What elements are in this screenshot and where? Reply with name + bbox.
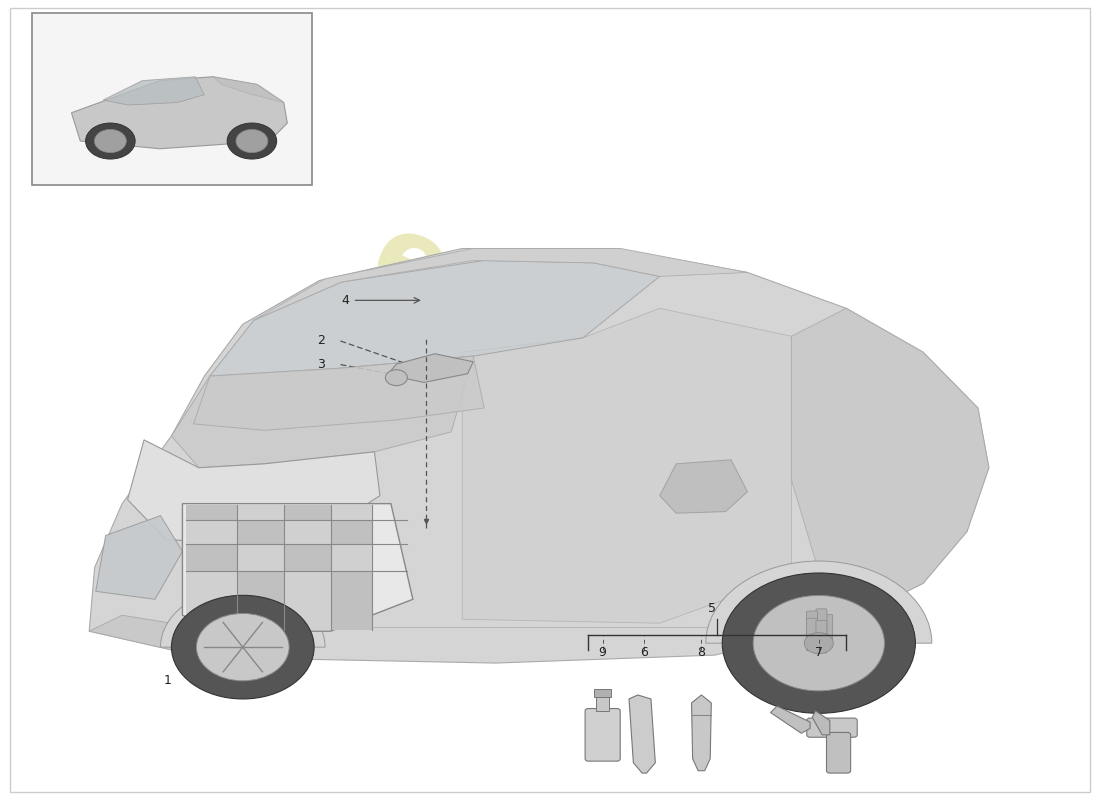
PathPatch shape (194, 356, 484, 430)
Circle shape (236, 130, 267, 153)
PathPatch shape (210, 261, 660, 378)
PathPatch shape (103, 77, 205, 105)
Text: 1: 1 (164, 674, 172, 687)
PathPatch shape (172, 356, 473, 468)
PathPatch shape (72, 77, 287, 149)
FancyBboxPatch shape (826, 733, 850, 773)
PathPatch shape (791, 308, 989, 627)
Bar (331, 571, 372, 630)
FancyBboxPatch shape (816, 609, 827, 642)
Text: 3: 3 (317, 358, 326, 370)
Bar (32, 14, 312, 185)
Bar (331, 543, 372, 571)
Circle shape (227, 123, 277, 159)
Bar (238, 543, 285, 571)
Text: 8: 8 (697, 646, 705, 658)
Bar (238, 519, 285, 543)
PathPatch shape (387, 354, 473, 382)
Bar (285, 543, 331, 571)
Circle shape (754, 595, 884, 691)
FancyBboxPatch shape (806, 611, 817, 643)
Circle shape (172, 595, 315, 699)
Text: 4: 4 (341, 294, 349, 307)
PathPatch shape (213, 77, 284, 102)
Bar (331, 519, 372, 543)
PathPatch shape (89, 249, 989, 663)
Text: a partner parts since 1985: a partner parts since 1985 (437, 389, 806, 579)
Circle shape (95, 130, 126, 153)
FancyBboxPatch shape (806, 718, 857, 738)
PathPatch shape (96, 515, 183, 599)
FancyBboxPatch shape (806, 618, 817, 650)
PathPatch shape (692, 695, 712, 770)
Bar (285, 571, 331, 630)
PathPatch shape (89, 615, 298, 651)
FancyBboxPatch shape (822, 614, 833, 647)
PathPatch shape (128, 440, 380, 543)
Text: 6: 6 (640, 646, 648, 658)
Text: 2: 2 (317, 334, 326, 346)
FancyBboxPatch shape (816, 621, 827, 653)
Bar (186, 543, 238, 571)
FancyBboxPatch shape (585, 709, 620, 761)
Text: eurspares: eurspares (353, 203, 966, 565)
Bar (285, 506, 331, 519)
Wedge shape (706, 561, 932, 643)
PathPatch shape (462, 308, 791, 623)
PathPatch shape (254, 249, 748, 320)
Bar (186, 571, 238, 630)
Circle shape (86, 123, 135, 159)
Circle shape (197, 614, 289, 681)
PathPatch shape (183, 504, 412, 631)
Circle shape (385, 370, 407, 386)
Text: 9: 9 (598, 646, 606, 658)
PathPatch shape (629, 695, 656, 773)
PathPatch shape (660, 460, 748, 514)
PathPatch shape (770, 706, 810, 734)
Bar (238, 571, 285, 630)
Circle shape (804, 633, 834, 654)
Bar (596, 697, 609, 711)
Text: 7: 7 (815, 646, 823, 658)
Bar (186, 506, 238, 519)
Bar (285, 519, 331, 543)
Circle shape (723, 573, 915, 714)
Bar (331, 506, 372, 519)
Bar (594, 689, 612, 697)
Text: 5: 5 (708, 602, 716, 615)
PathPatch shape (812, 711, 829, 735)
Bar (238, 506, 285, 519)
Wedge shape (161, 587, 326, 647)
Bar (186, 519, 238, 543)
